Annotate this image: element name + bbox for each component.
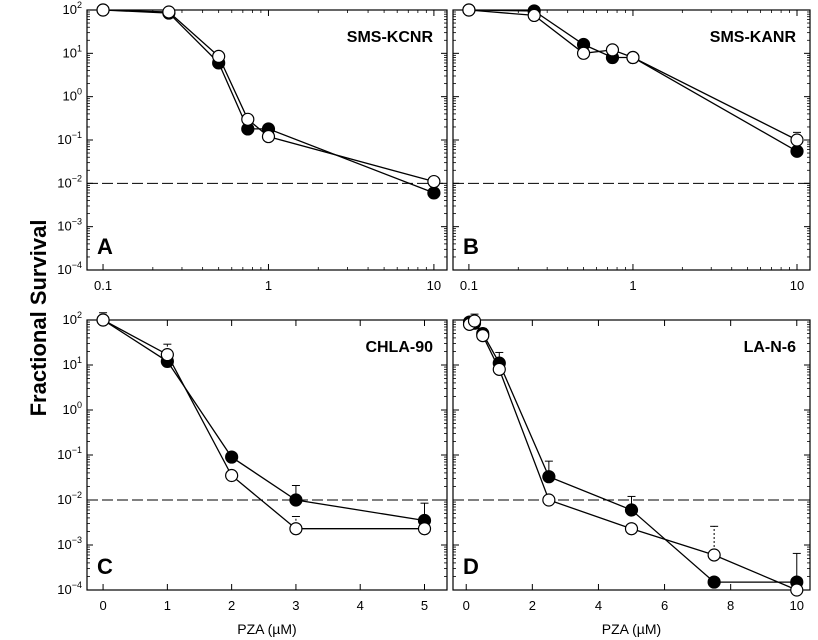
x-tick-label: 5 — [421, 598, 428, 613]
plot-frame — [452, 9, 811, 271]
y-tick-label: 100 — [63, 87, 82, 104]
data-point-filled — [707, 575, 721, 589]
x-tick-label: 0 — [99, 598, 106, 613]
y-tick-label: 102 — [63, 310, 82, 327]
x-tick-label: 2 — [228, 598, 235, 613]
data-point-open — [707, 548, 721, 562]
x-tick-label: 0 — [463, 598, 470, 613]
y-tick-label: 10−3 — [57, 217, 82, 234]
cell-line-label: CHLA-90 — [365, 339, 433, 356]
data-point-filled — [624, 503, 639, 517]
data-point-open — [626, 50, 640, 65]
x-axis-label: PZA (µM) — [602, 621, 661, 637]
x-tick-label: 10 — [790, 598, 804, 613]
data-point-open — [225, 468, 239, 483]
panel-letter: A — [97, 234, 113, 259]
cell-line-label: SMS-KCNR — [347, 29, 434, 46]
y-axis-label: Fractional Survival — [26, 220, 51, 417]
y-tick-label: 100 — [63, 400, 82, 417]
data-point-open — [289, 522, 303, 536]
data-point-open — [527, 8, 541, 23]
x-tick-label: 4 — [595, 598, 602, 613]
series-open-line — [102, 9, 435, 183]
data-point-open — [162, 5, 176, 19]
x-tick-label: 0.1 — [460, 278, 478, 293]
y-tick-label: 10−3 — [57, 535, 82, 552]
series-open-line — [469, 320, 798, 591]
x-tick-label: 1 — [629, 278, 636, 293]
data-point-open — [212, 49, 226, 63]
plot-frame — [452, 319, 811, 591]
x-tick-label: 4 — [357, 598, 364, 613]
panel-letter: C — [97, 554, 113, 579]
data-point-open — [624, 522, 639, 536]
series-filled-line — [469, 321, 797, 583]
data-point-open — [476, 329, 490, 343]
x-tick-label: 0.1 — [94, 278, 112, 293]
data-point-open — [96, 313, 110, 327]
y-tick-label: 10−2 — [57, 173, 82, 190]
panel-a: 10−4 10−3 10−2 10−1 100 101 102 0.1 1 10 SMS-KCNR A — [57, 0, 448, 293]
data-point-open — [261, 129, 276, 144]
y-tick-label: 10−2 — [57, 490, 82, 507]
panel-b: 0.1 1 10 SMS-KANR B — [452, 3, 811, 293]
x-tick-label: 8 — [727, 598, 734, 613]
data-point-open — [492, 362, 506, 376]
x-tick-label: 10 — [427, 278, 441, 293]
plot-frame — [86, 319, 448, 591]
data-point-open — [790, 583, 804, 597]
x-tick-label: 2 — [529, 598, 536, 613]
series-open-line — [468, 9, 798, 141]
panel-d: 0 2 4 6 8 10 LA-N-6 D PZA (µM) — [452, 313, 811, 637]
data-point-filled — [790, 144, 804, 158]
y-tick-label: 10−4 — [57, 580, 82, 597]
data-point-filled — [542, 470, 556, 484]
cell-line-label: LA-N-6 — [744, 339, 797, 356]
data-point-open — [462, 3, 476, 17]
y-tick-label: 10−4 — [57, 260, 82, 277]
y-tick-label: 10−1 — [57, 130, 82, 147]
data-point-open — [790, 133, 804, 147]
y-tick-label: 101 — [63, 355, 82, 372]
data-point-filled — [427, 186, 441, 200]
data-point-open — [96, 3, 110, 17]
data-point-open — [605, 43, 620, 57]
x-tick-label: 6 — [661, 598, 668, 613]
panel-letter: D — [463, 554, 479, 579]
data-point-open — [427, 174, 441, 189]
series-filled-line — [102, 9, 435, 194]
data-point-open — [417, 522, 432, 536]
data-point-open — [542, 493, 556, 507]
x-tick-label: 1 — [164, 598, 171, 613]
cell-line-label: SMS-KANR — [710, 29, 797, 46]
y-tick-label: 102 — [63, 0, 82, 17]
panel-c: 10−4 10−3 10−2 10−1 100 101 102 0 1 2 3 4 5 CHLA-90 C P… — [57, 310, 448, 637]
data-point-open — [576, 46, 591, 60]
x-tick-label: 10 — [790, 278, 804, 293]
data-point-open — [241, 112, 255, 126]
data-point-filled — [289, 493, 303, 507]
panel-letter: B — [463, 234, 479, 259]
data-point-open — [467, 314, 482, 328]
data-point-open — [160, 348, 174, 362]
data-point-filled — [225, 450, 239, 464]
x-axis-label: PZA (µM) — [237, 621, 296, 637]
x-tick-label: 1 — [265, 278, 272, 293]
y-tick-label: 101 — [63, 43, 82, 60]
y-tick-label: 10−1 — [57, 445, 82, 462]
x-tick-label: 3 — [292, 598, 299, 613]
